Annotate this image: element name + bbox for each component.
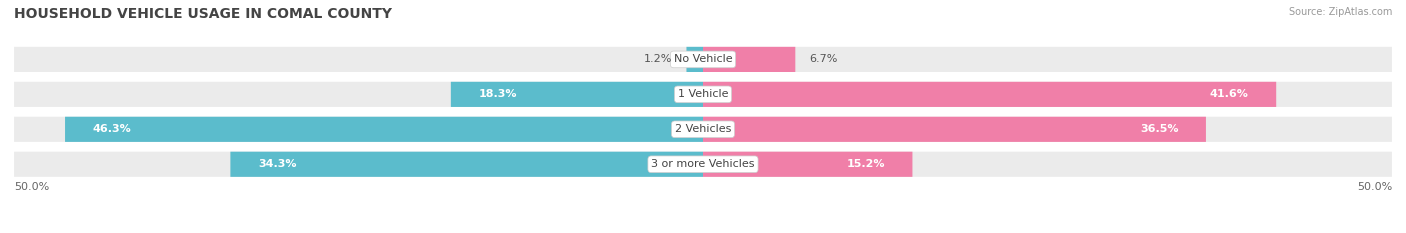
Text: 6.7%: 6.7% (808, 55, 838, 64)
FancyBboxPatch shape (703, 152, 912, 177)
FancyBboxPatch shape (703, 47, 796, 72)
FancyBboxPatch shape (231, 152, 703, 177)
Text: 36.5%: 36.5% (1140, 124, 1178, 134)
Text: 34.3%: 34.3% (257, 159, 297, 169)
Text: 50.0%: 50.0% (1357, 182, 1392, 192)
Text: 1 Vehicle: 1 Vehicle (678, 89, 728, 99)
FancyBboxPatch shape (14, 117, 1392, 142)
FancyBboxPatch shape (703, 117, 1206, 142)
Text: No Vehicle: No Vehicle (673, 55, 733, 64)
Text: 2 Vehicles: 2 Vehicles (675, 124, 731, 134)
Text: 3 or more Vehicles: 3 or more Vehicles (651, 159, 755, 169)
Legend: Owner-occupied, Renter-occupied: Owner-occupied, Renter-occupied (575, 230, 831, 233)
Text: Source: ZipAtlas.com: Source: ZipAtlas.com (1288, 7, 1392, 17)
FancyBboxPatch shape (65, 117, 703, 142)
Text: 50.0%: 50.0% (14, 182, 49, 192)
Text: HOUSEHOLD VEHICLE USAGE IN COMAL COUNTY: HOUSEHOLD VEHICLE USAGE IN COMAL COUNTY (14, 7, 392, 21)
Text: 18.3%: 18.3% (478, 89, 517, 99)
FancyBboxPatch shape (14, 152, 1392, 177)
Text: 15.2%: 15.2% (846, 159, 884, 169)
FancyBboxPatch shape (451, 82, 703, 107)
FancyBboxPatch shape (686, 47, 703, 72)
FancyBboxPatch shape (703, 82, 1277, 107)
FancyBboxPatch shape (14, 47, 1392, 72)
Text: 41.6%: 41.6% (1209, 89, 1249, 99)
Text: 1.2%: 1.2% (644, 55, 672, 64)
FancyBboxPatch shape (14, 82, 1392, 107)
Text: 46.3%: 46.3% (93, 124, 131, 134)
